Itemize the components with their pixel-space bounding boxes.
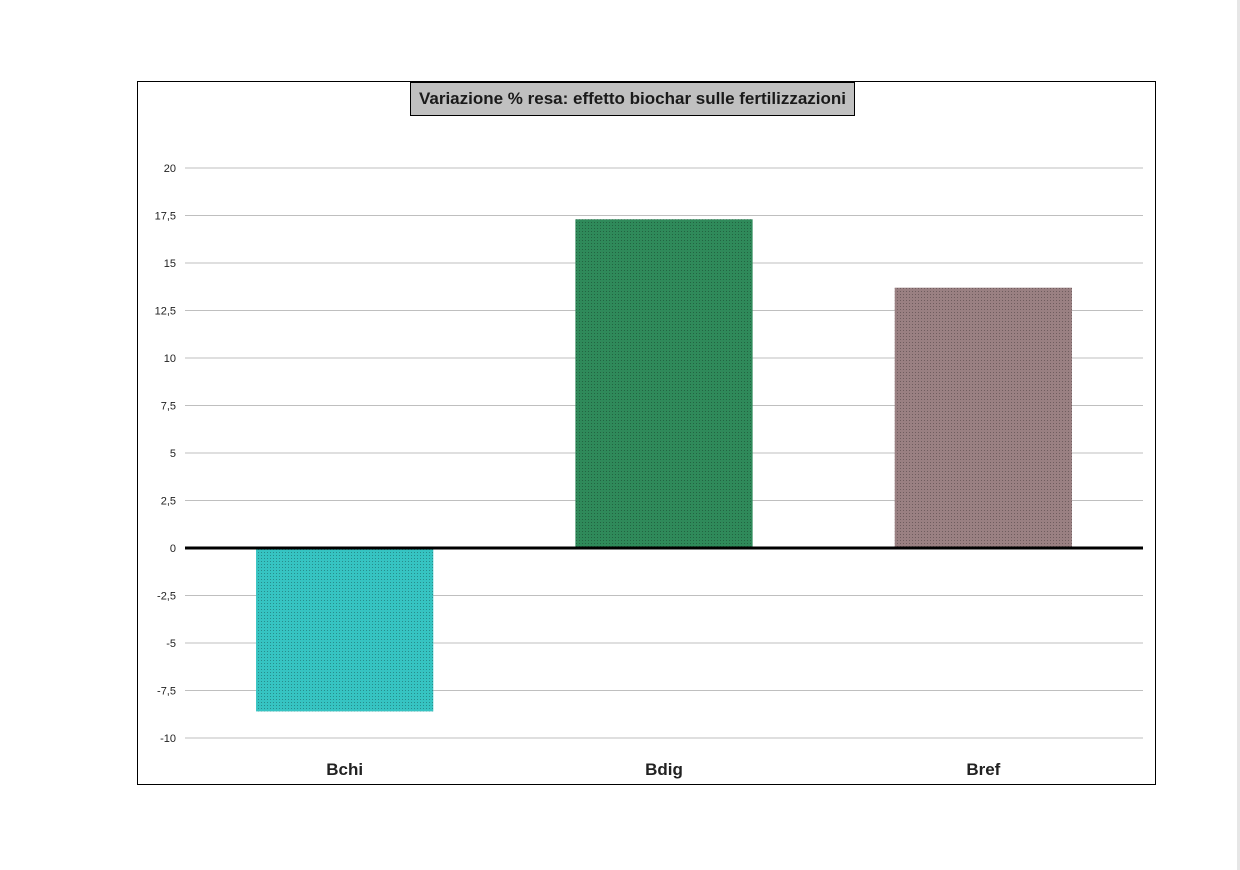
bars <box>256 219 1072 712</box>
category-label: Bdig <box>645 760 683 779</box>
bar-texture <box>894 287 1072 548</box>
y-tick-label: -7,5 <box>157 686 176 698</box>
category-label: Bref <box>966 760 1000 779</box>
y-tick-labels: 20 17,5 15 12,5 10 7,5 5 2,5 0 -2,5 -5 -7,5 -10 <box>155 163 176 745</box>
y-tick-label: 15 <box>164 258 176 270</box>
y-tick-label: -2,5 <box>157 591 176 603</box>
category-labels: Bchi Bdig Bref <box>326 760 1000 779</box>
chart-title: Variazione % resa: effetto biochar sulle… <box>410 82 855 116</box>
y-tick-label: 20 <box>164 163 176 175</box>
bar-texture <box>575 219 753 549</box>
y-tick-label: 10 <box>164 353 176 365</box>
page-edge <box>1237 0 1240 870</box>
bar-bdig <box>575 219 753 549</box>
y-tick-label: 7,5 <box>161 401 176 413</box>
y-tick-label: -5 <box>166 638 176 650</box>
bar-bchi <box>256 548 434 712</box>
y-tick-label: 0 <box>170 543 176 555</box>
y-tick-label: -10 <box>160 733 176 745</box>
y-tick-label: 2,5 <box>161 496 176 508</box>
bar-bref <box>894 287 1072 548</box>
y-tick-label: 5 <box>170 448 176 460</box>
bar-texture <box>256 548 434 712</box>
y-tick-label: 12,5 <box>155 306 176 318</box>
y-tick-label: 17,5 <box>155 211 176 223</box>
category-label: Bchi <box>326 760 363 779</box>
